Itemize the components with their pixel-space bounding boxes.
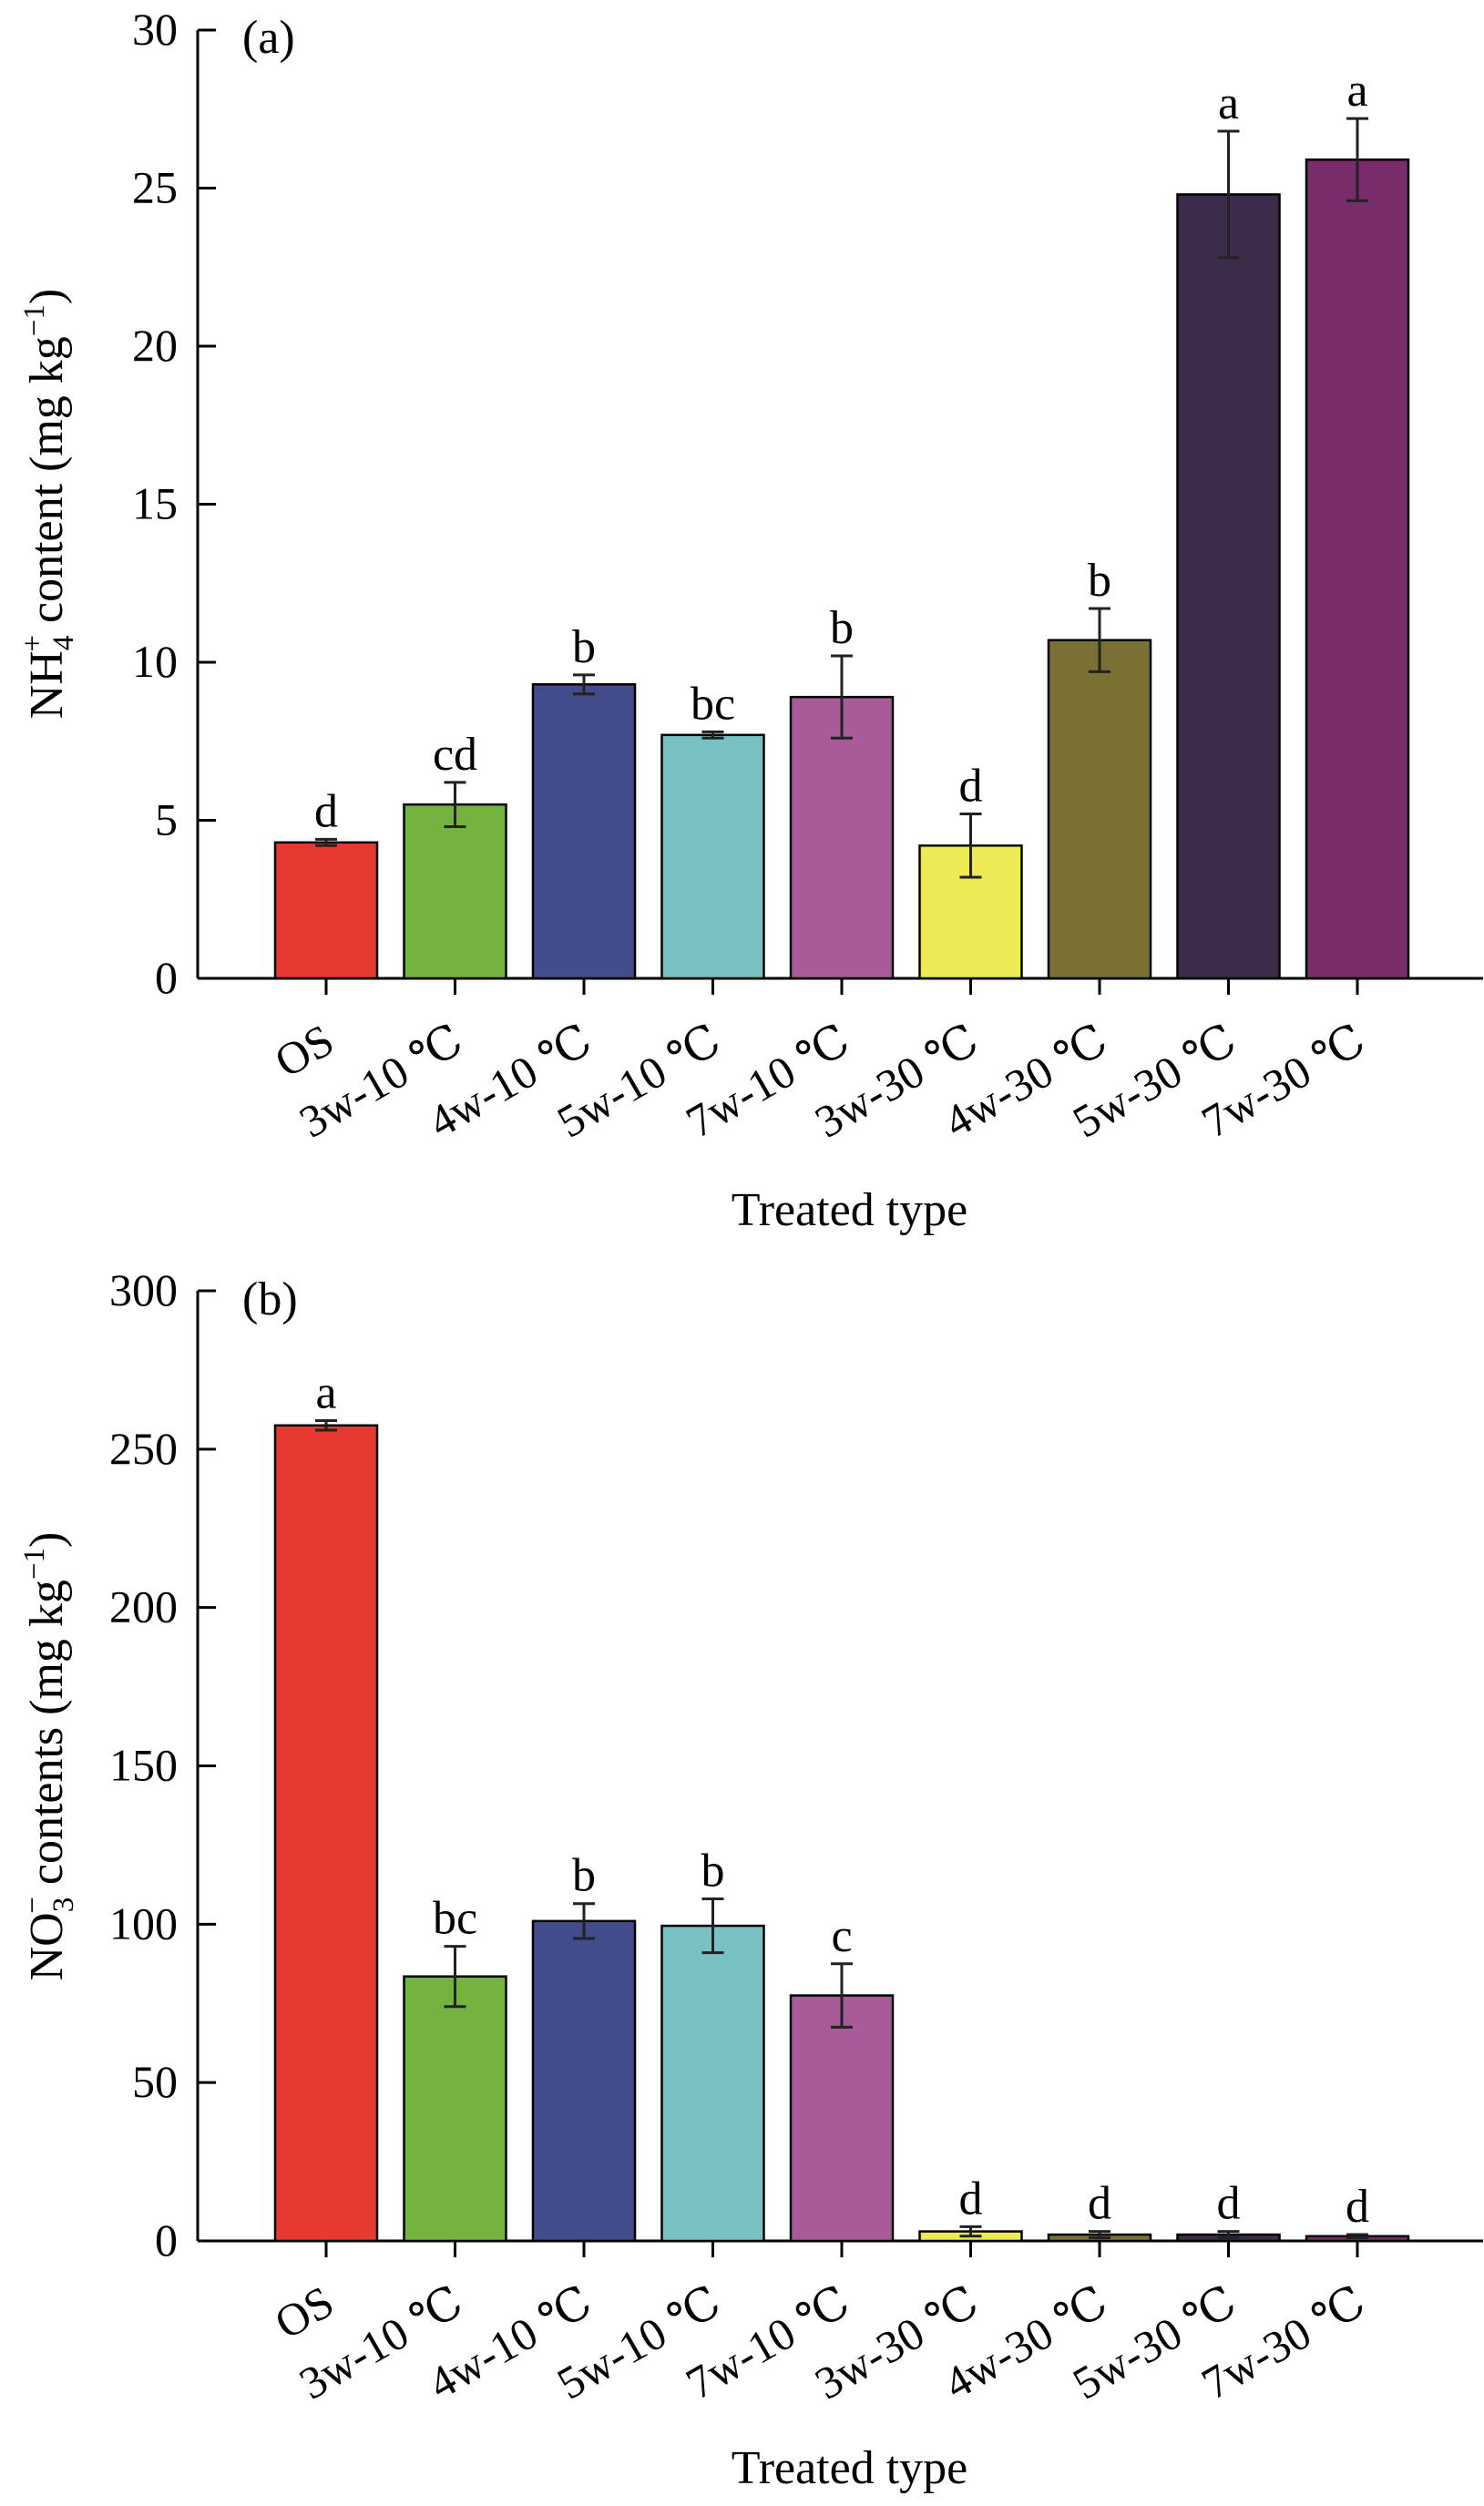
bar (403, 803, 507, 980)
significance-label: a (1346, 65, 1367, 117)
significance-label: d (1346, 2181, 1369, 2233)
y-axis-title: NH4+ content (mg kg−1) (16, 289, 80, 720)
significance-label: d (1088, 2178, 1111, 2230)
bar (403, 1975, 507, 2243)
significance-label: b (701, 1846, 725, 1897)
y-axis-title-unit-superscript: −1 (18, 1548, 51, 1580)
bar (273, 841, 379, 980)
significance-label: bc (433, 1893, 477, 1945)
y-axis-title-unit-superscript: −1 (18, 304, 51, 336)
y-tick-label: 30 (132, 4, 178, 55)
significance-label: b (830, 602, 854, 654)
x-tick-label: OS (266, 1014, 342, 1087)
significance-label: d (959, 761, 983, 813)
y-tick-label: 150 (109, 1740, 178, 1791)
y-axis-title-rest: contents (mg kg (21, 1580, 73, 1897)
significance-label: b (572, 621, 596, 673)
significance-label: bc (691, 678, 735, 730)
y-tick-label: 5 (155, 794, 178, 845)
bar (1305, 159, 1410, 980)
y-axis-title-close: ) (21, 289, 73, 304)
y-tick-label: 0 (155, 2214, 178, 2266)
y-tick-label: 250 (109, 1423, 178, 1474)
significance-label: d (959, 2173, 983, 2225)
y-axis-title-close: ) (21, 1532, 73, 1548)
y-tick-label: 50 (132, 2056, 178, 2107)
significance-label: a (315, 1367, 336, 1419)
bar (273, 1424, 379, 2243)
y-axis-title-rest: content (mg kg (21, 336, 73, 635)
bar (660, 1924, 765, 2243)
significance-label: a (1218, 77, 1239, 129)
y-tick-label: 0 (155, 952, 178, 1003)
significance-label: b (1088, 555, 1111, 607)
y-tick-label: 25 (132, 162, 178, 213)
x-tick-label: OS (266, 2276, 342, 2348)
y-tick-label: 200 (109, 1581, 178, 1632)
bar (1176, 193, 1281, 980)
y-axis-title-subscript: 4 (47, 636, 80, 651)
x-axis-title: Treated type (732, 1184, 967, 1236)
y-axis-title-main: NO (21, 1912, 73, 1980)
significance-label: c (831, 1910, 852, 1962)
bar (531, 1919, 637, 2243)
significance-label: d (314, 785, 338, 837)
panel-label: (b) (242, 1273, 298, 1325)
y-tick-label: 100 (109, 1897, 178, 1949)
y-axis-title-main: NH (21, 650, 73, 719)
significance-label: b (572, 1850, 596, 1902)
y-tick-label: 300 (109, 1264, 178, 1315)
bar (789, 1994, 895, 2243)
bar (1047, 639, 1152, 980)
y-axis-title-superscript: + (16, 635, 49, 652)
significance-label: cd (433, 729, 477, 781)
bar (660, 733, 765, 980)
significance-label: d (1217, 2178, 1241, 2230)
y-tick-label: 15 (132, 478, 178, 529)
y-axis-title: NO3− contents (mg kg−1) (16, 1532, 80, 1981)
y-tick-label: 20 (132, 320, 178, 371)
bar (531, 683, 637, 980)
y-axis-title-superscript: − (16, 1897, 49, 1914)
panel-label: (a) (242, 12, 295, 64)
y-axis-title-subscript: 3 (47, 1897, 80, 1913)
y-tick-label: 10 (132, 636, 178, 687)
x-axis-title: Treated type (732, 2442, 967, 2494)
